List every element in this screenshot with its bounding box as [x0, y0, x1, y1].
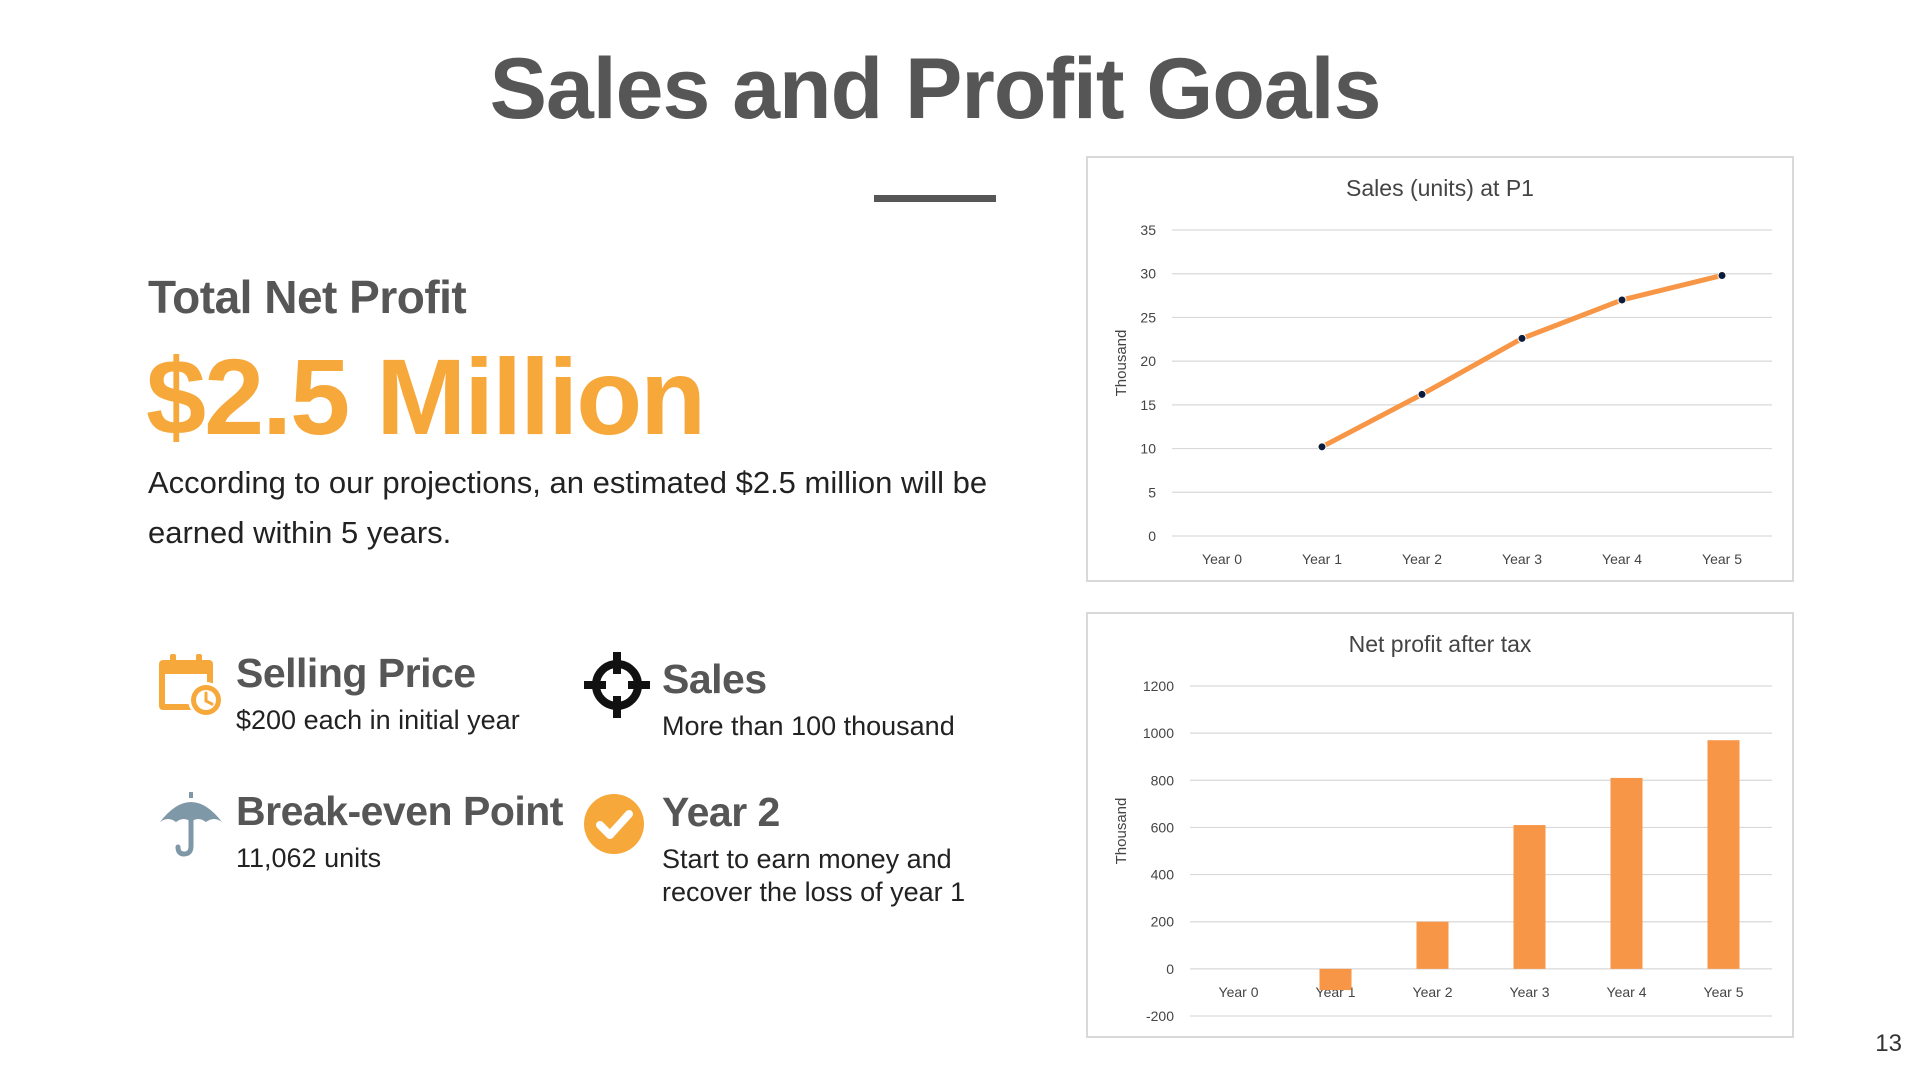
net-profit-label: Total Net Profit	[148, 271, 467, 323]
data-point	[1617, 295, 1627, 305]
y-tick-label: 400	[1151, 867, 1175, 883]
x-tick-label: Year 5	[1702, 551, 1742, 567]
x-tick-label: Year 3	[1510, 984, 1550, 1000]
sales-chart: Sales (units) at P1 Thousand 0 5 10 15 20 25 30 3…	[1086, 156, 1794, 582]
y-tick-label: 0	[1148, 528, 1156, 544]
feature-subtext: $200 each in initial year	[236, 705, 520, 735]
chart-title: Sales (units) at P1	[1346, 175, 1534, 201]
page-number: 13	[1875, 1030, 1902, 1057]
bar	[1416, 921, 1449, 969]
y-tick-label: 1000	[1143, 725, 1174, 741]
bar	[1707, 740, 1740, 969]
check-circle-icon	[584, 794, 644, 854]
y-tick-label: 0	[1166, 961, 1174, 977]
y-tick-label: 15	[1140, 397, 1156, 413]
y-tick-label: -200	[1146, 1008, 1174, 1024]
x-tick-label: Year 0	[1219, 984, 1259, 1000]
y-tick-label: 20	[1140, 353, 1156, 369]
y-tick-label: 5	[1148, 484, 1156, 500]
net-profit-chart-svg: Net profit after tax Thousand -200 0 200 400 6…	[1113, 631, 1772, 1024]
x-tick-label: Year 4	[1602, 551, 1642, 567]
net-profit-value: $2.5 Million	[146, 336, 706, 457]
feature-subtext: 11,062 units	[236, 843, 382, 873]
feature-subtext: More than 100 thousand	[662, 711, 955, 741]
x-tick-label: Year 4	[1607, 984, 1647, 1000]
data-point	[1417, 389, 1427, 399]
bar	[1319, 968, 1352, 991]
y-tick-label: 30	[1140, 266, 1156, 282]
y-axis-label: Thousand	[1113, 798, 1130, 865]
data-point	[1317, 442, 1327, 452]
y-tick-label: 25	[1140, 309, 1156, 325]
calendar-clock-icon	[159, 654, 224, 718]
x-tick-label: Year 1	[1302, 551, 1342, 567]
feature-subtext: Start to earn money and recover the loss…	[662, 844, 966, 907]
data-point	[1717, 270, 1727, 280]
x-tick-label: Year 0	[1202, 551, 1242, 567]
feature-heading: Selling Price	[236, 650, 476, 696]
bar	[1513, 825, 1546, 969]
chart-title: Net profit after tax	[1349, 631, 1532, 657]
feature-heading: Sales	[662, 656, 767, 702]
x-tick-label: Year 3	[1502, 551, 1542, 567]
umbrella-icon	[160, 792, 222, 857]
net-profit-description: According to our projections, an estimat…	[148, 465, 988, 550]
data-point	[1517, 333, 1527, 343]
y-tick-label: 200	[1151, 914, 1175, 930]
y-tick-label: 1200	[1143, 678, 1174, 694]
crosshair-target-icon	[584, 652, 650, 718]
x-tick-label: Year 2	[1402, 551, 1442, 567]
y-axis-label: Thousand	[1113, 330, 1130, 397]
y-tick-label: 35	[1140, 222, 1156, 238]
title-divider	[874, 195, 996, 202]
sales-chart-svg: Sales (units) at P1 Thousand 0 5 10 15 20 25 30 3…	[1113, 175, 1772, 567]
x-tick-label: Year 5	[1704, 984, 1744, 1000]
net-profit-chart: Net profit after tax Thousand -200 0 200 400 6…	[1086, 612, 1794, 1038]
feature-heading: Break-even Point	[236, 788, 563, 834]
y-tick-label: 600	[1151, 819, 1175, 835]
x-tick-label: Year 2	[1413, 984, 1453, 1000]
slide-title: Sales and Profit Goals	[489, 41, 1382, 137]
y-tick-label: 800	[1151, 772, 1175, 788]
y-tick-label: 10	[1140, 441, 1156, 457]
bar	[1610, 777, 1643, 969]
feature-heading: Year 2	[662, 789, 780, 835]
